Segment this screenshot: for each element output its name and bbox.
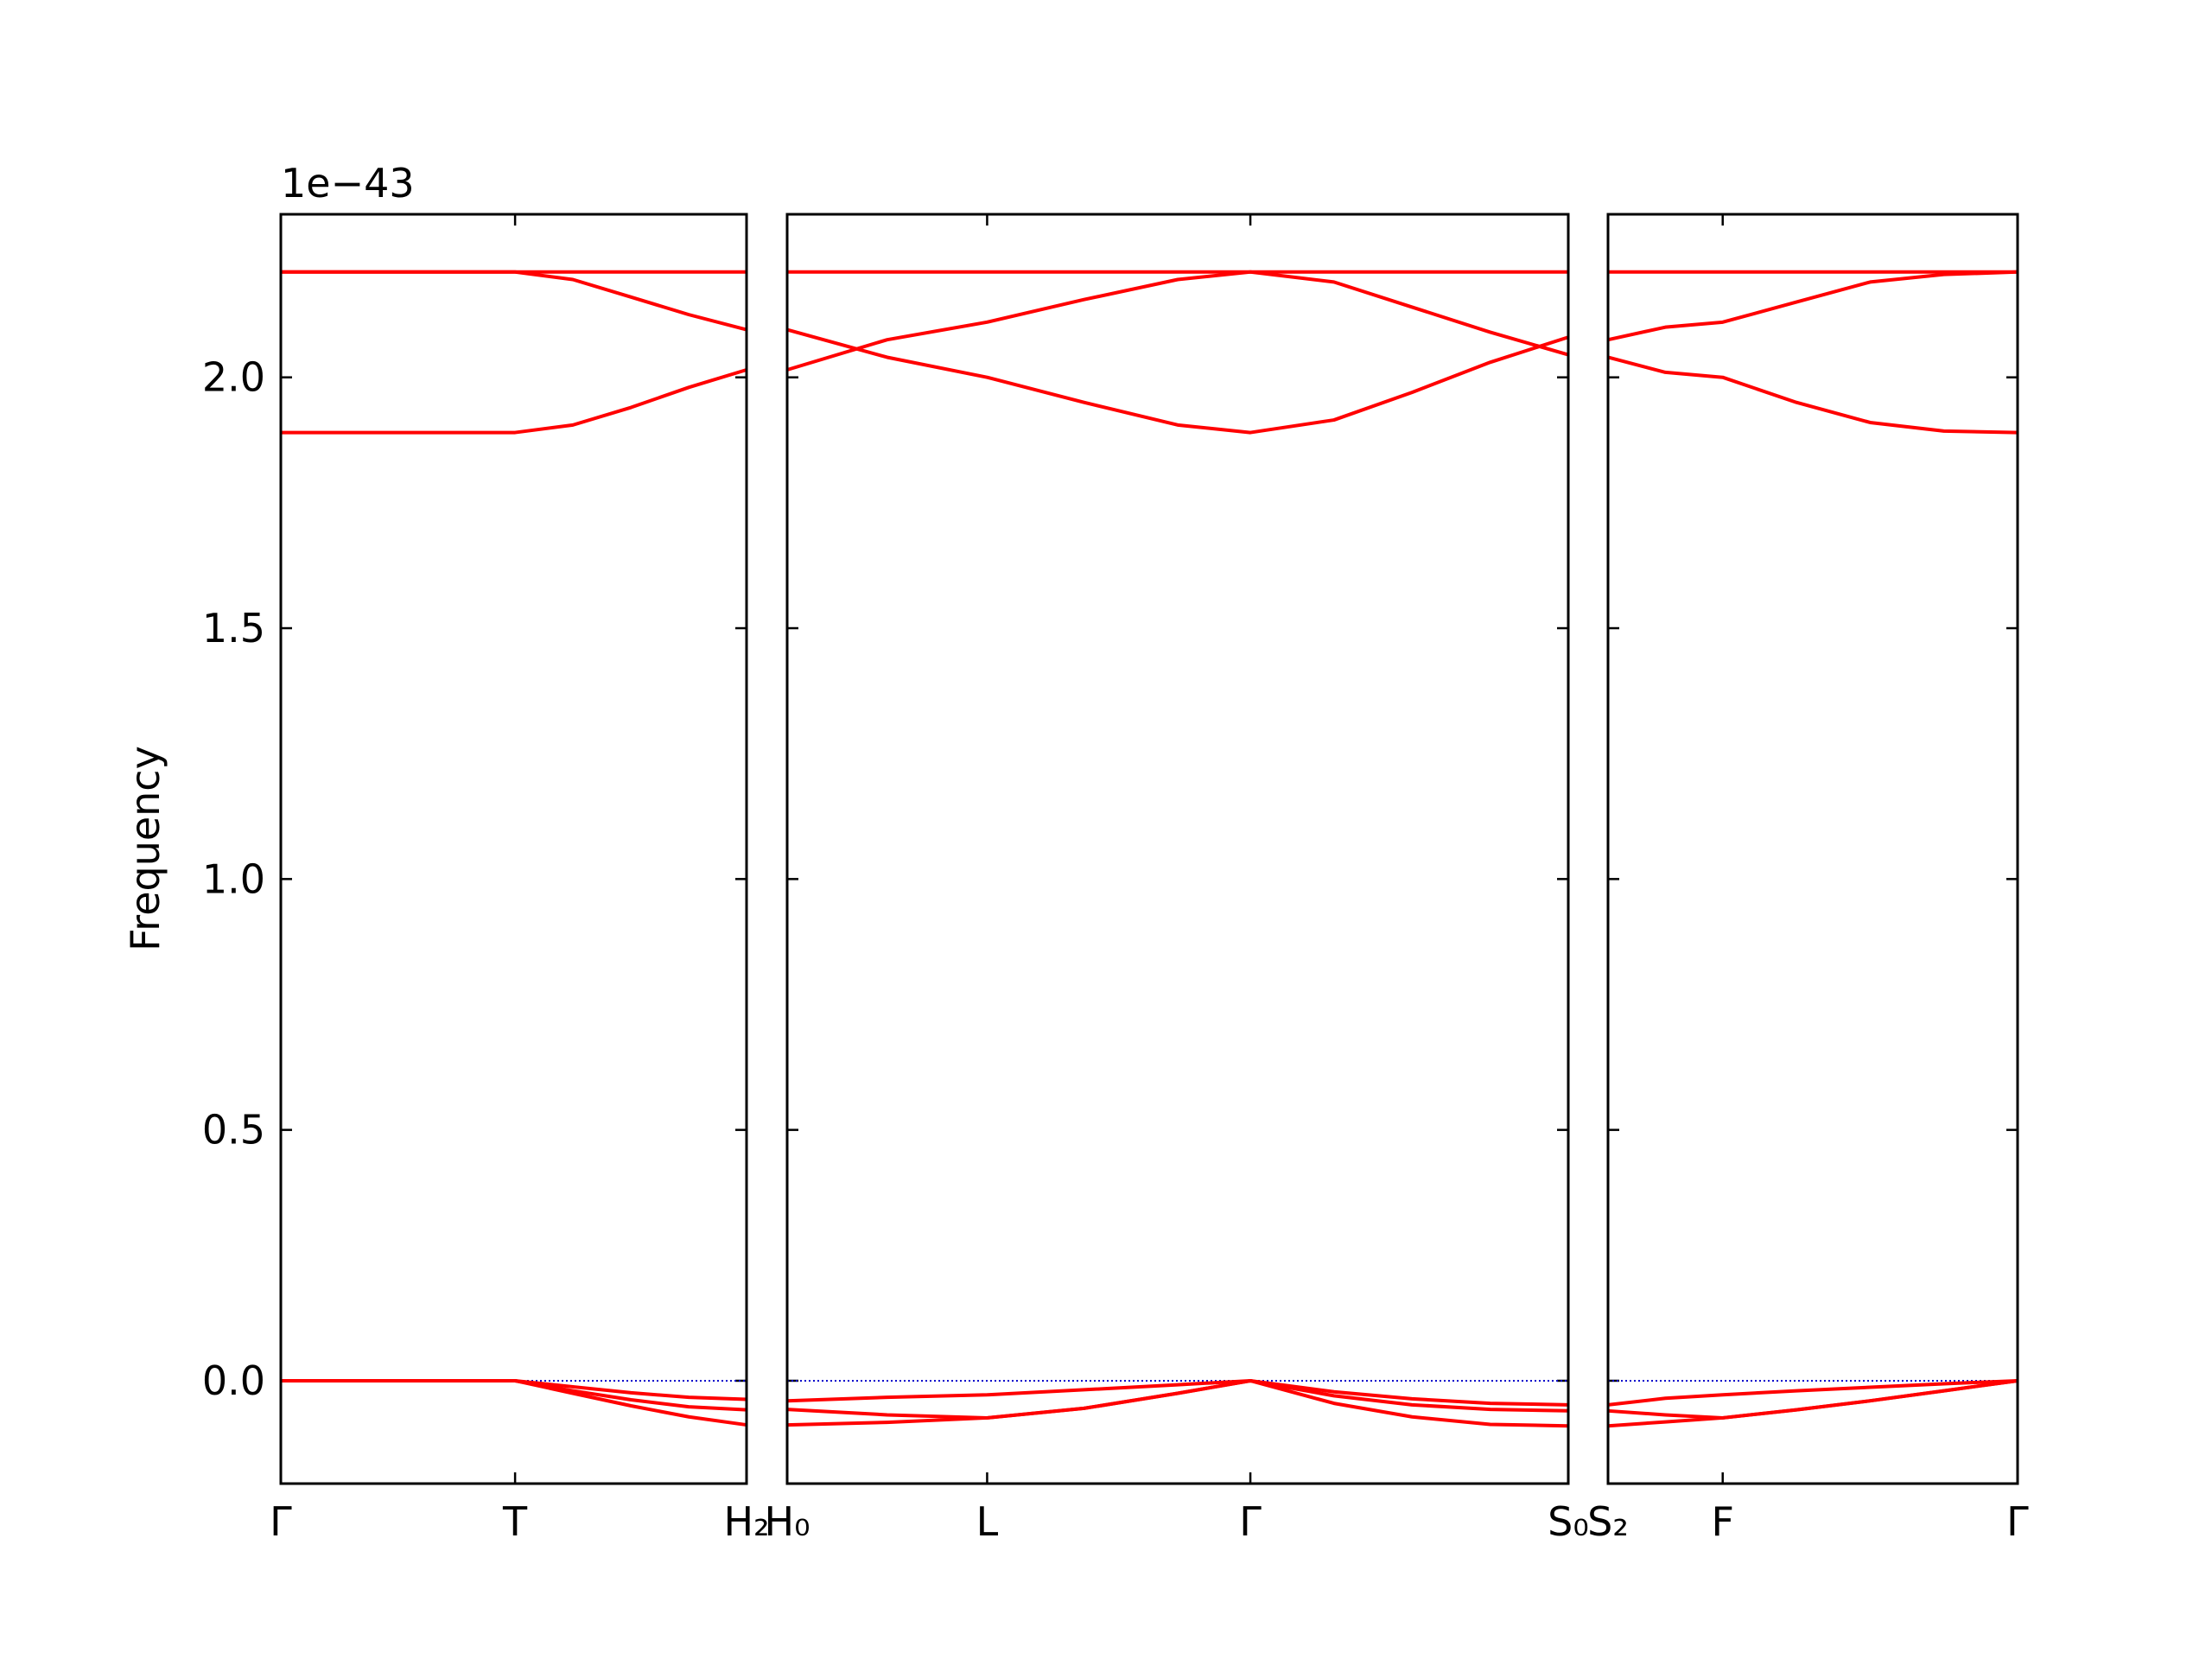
band-line (1607, 1378, 2018, 1407)
band-line (281, 1378, 747, 1427)
band-line (1607, 270, 2018, 342)
x-tick-label: S₂ (1587, 1498, 1629, 1545)
band-line (786, 327, 1569, 435)
x-tick-label: Γ (1239, 1498, 1262, 1545)
band-line (281, 368, 747, 435)
band-line (786, 1378, 1569, 1428)
x-tick-label: Γ (270, 1498, 292, 1545)
x-tick-label: S₀ (1548, 1498, 1589, 1545)
x-tick-label: Γ (2006, 1498, 2029, 1545)
y-offset-text: 1e−43 (281, 160, 415, 207)
plot-frame (279, 213, 748, 1485)
x-tick-label: L (976, 1498, 999, 1545)
y-tick-label: 2.0 (202, 354, 265, 401)
y-tick-label: 1.0 (202, 855, 265, 902)
x-tick-label: H₂ (723, 1498, 769, 1545)
x-tick-label: F (1711, 1498, 1733, 1545)
band-line (1607, 355, 2018, 435)
x-tick-label: T (502, 1498, 528, 1545)
plot-frame (1606, 213, 2019, 1485)
band-line (786, 1378, 1569, 1407)
x-tick-label: H₀ (764, 1498, 810, 1545)
plot-frame (785, 213, 1570, 1485)
band-line (1607, 1378, 2018, 1428)
band-line (281, 270, 747, 332)
band-line (786, 270, 1569, 372)
y-tick-label: 0.5 (202, 1107, 265, 1154)
y-axis-label: Frequency (122, 746, 168, 951)
y-tick-label: 1.5 (202, 605, 265, 652)
y-tick-label: 0.0 (202, 1357, 265, 1404)
